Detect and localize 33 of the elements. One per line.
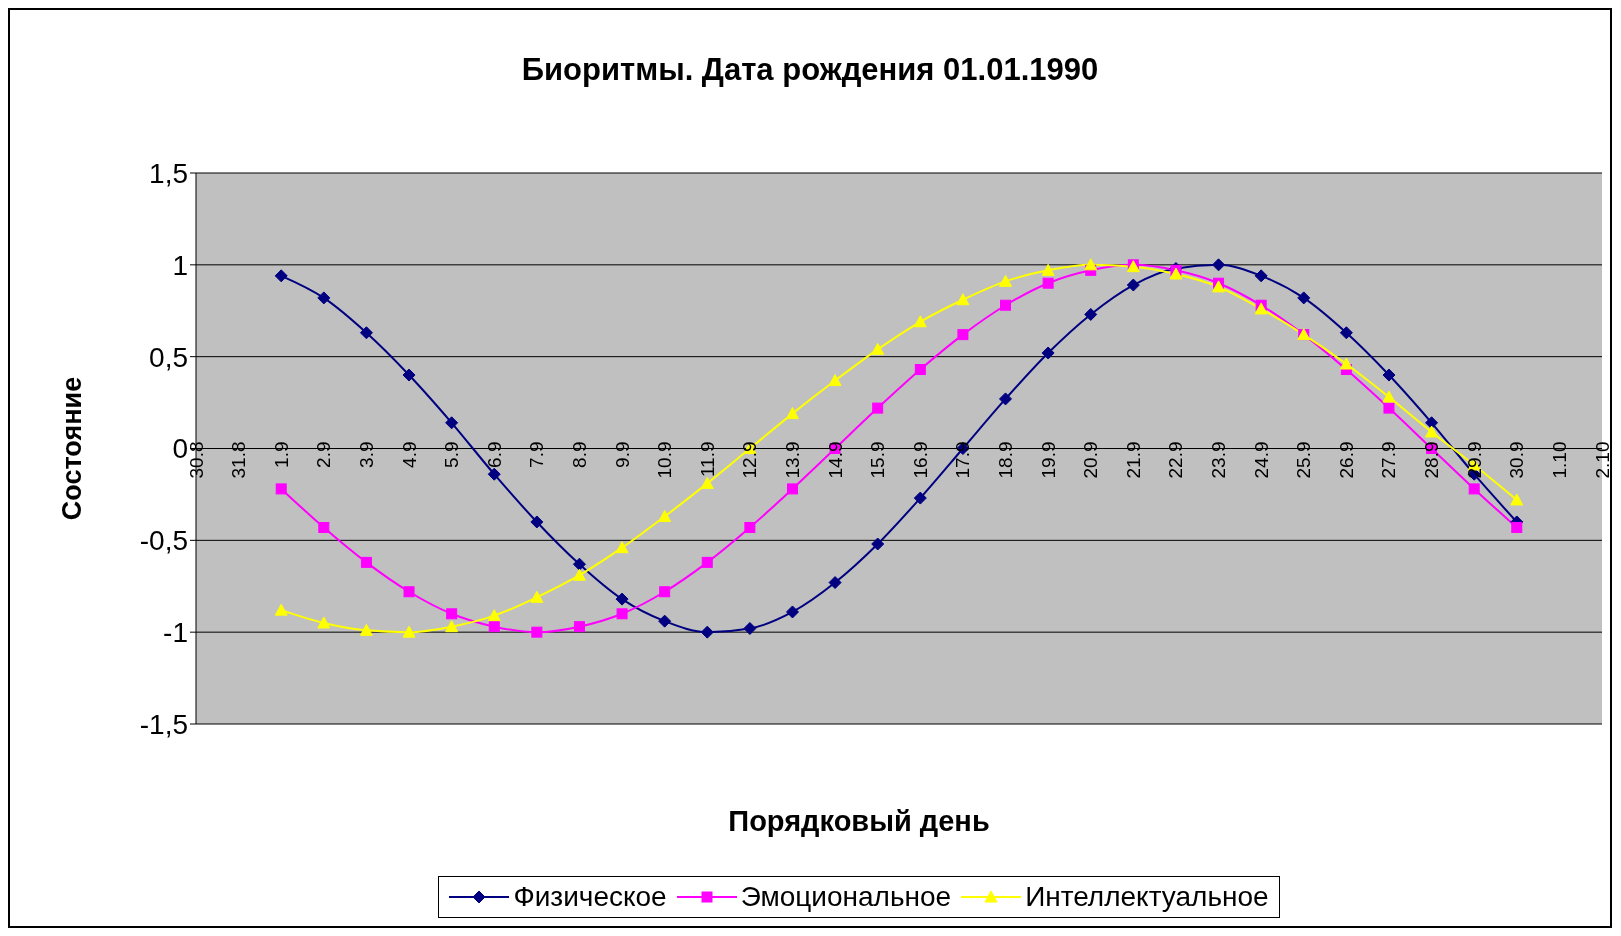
y-tick-label: -1 bbox=[163, 617, 188, 649]
x-tick-label: 29.9 bbox=[1463, 441, 1485, 479]
x-tick-label: 28.9 bbox=[1421, 441, 1443, 479]
x-tick-label: 1.10 bbox=[1548, 441, 1570, 479]
y-tick-label: 1 bbox=[172, 249, 188, 281]
x-tick-label: 24.9 bbox=[1250, 441, 1272, 479]
y-tick-label: 0 bbox=[172, 433, 188, 465]
x-tick-label: 10.9 bbox=[654, 441, 676, 479]
legend-label: Эмоциональное bbox=[740, 881, 952, 913]
x-tick-label: 16.9 bbox=[909, 441, 931, 479]
x-tick-label: 14.9 bbox=[824, 441, 846, 479]
x-tick-label: 22.9 bbox=[1165, 441, 1187, 479]
y-tick-label: 1,5 bbox=[149, 157, 188, 189]
x-axis-title: Порядковый день bbox=[727, 805, 991, 838]
x-tick-label: 25.9 bbox=[1293, 441, 1315, 479]
chart-title: Биоритмы. Дата рождения 01.01.1990 bbox=[520, 52, 1100, 88]
y-axis-title: Состояние bbox=[56, 376, 87, 521]
x-tick-label: 12.9 bbox=[739, 441, 761, 479]
x-tick-label: 20.9 bbox=[1080, 441, 1102, 479]
y-tick-label: 0,5 bbox=[149, 341, 188, 373]
x-tick-label: 17.9 bbox=[952, 441, 974, 479]
x-tick-label: 19.9 bbox=[1037, 441, 1059, 479]
x-tick-label: 30.9 bbox=[1506, 441, 1528, 479]
x-tick-label: 13.9 bbox=[781, 441, 803, 479]
x-tick-label: 18.9 bbox=[995, 441, 1017, 479]
x-tick-label: 2.10 bbox=[1591, 441, 1613, 479]
y-tick-label: -1,5 bbox=[139, 708, 188, 740]
x-tick-label: 26.9 bbox=[1335, 441, 1357, 479]
x-tick-label: 15.9 bbox=[867, 441, 889, 479]
y-tick-label: -0,5 bbox=[139, 525, 188, 557]
x-tick-label: 23.9 bbox=[1208, 441, 1230, 479]
legend-label: Физическое bbox=[513, 881, 667, 913]
legend-label: Интеллектуальное bbox=[1025, 881, 1269, 913]
